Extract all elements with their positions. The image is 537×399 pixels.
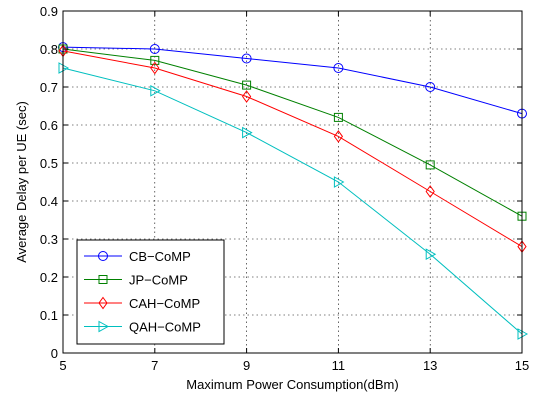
data-point [425, 82, 436, 92]
series-layer [58, 42, 529, 340]
data-point [425, 160, 435, 170]
x-tick-label: 11 [332, 358, 346, 373]
series-1 [58, 42, 527, 119]
data-point [241, 90, 252, 103]
legend-label: CAH−CoMP [129, 296, 200, 311]
series-line [62, 67, 523, 335]
y-tick-label: 0.7 [40, 80, 58, 95]
axis-ticks: 5 7 9 11 13 15 0 0.1 0.2 0.3 0.4 0.5 0.6 0.7 0.8 0.9 [40, 4, 529, 373]
y-tick-label: 0.4 [40, 194, 58, 209]
legend-item: JP−CoMP [84, 273, 188, 288]
series-line [62, 46, 523, 115]
legend-label: QAH−CoMP [129, 320, 201, 335]
data-point [150, 55, 160, 65]
legend-marker [98, 275, 108, 284]
data-point [242, 126, 253, 139]
legend-label: JP−CoMP [129, 273, 188, 288]
legend-item: QAH−CoMP [84, 320, 201, 335]
data-point [150, 84, 161, 97]
data-point [333, 112, 343, 122]
series-line [62, 50, 523, 248]
legend-item: CAH−CoMP [84, 296, 200, 311]
y-tick-label: 0.2 [40, 270, 58, 285]
legend-item: CB−CoMP [84, 249, 191, 264]
series-line [62, 48, 523, 217]
data-point [241, 53, 252, 64]
y-tick-label: 0.1 [40, 308, 58, 323]
series-3 [58, 44, 527, 253]
data-point [333, 176, 345, 188]
data-point [333, 63, 344, 73]
data-point [150, 61, 160, 75]
y-tick-label: 0.5 [40, 156, 58, 171]
x-tick-label: 13 [423, 358, 437, 373]
y-tick-label: 0.8 [40, 42, 58, 57]
x-tick-label: 7 [151, 358, 158, 373]
x-tick-label: 15 [515, 358, 529, 373]
plot-frame [62, 10, 523, 354]
y-tick-label: 0 [51, 346, 58, 361]
data-point [242, 80, 252, 90]
y-tick-label: 0.6 [40, 118, 58, 133]
legend-marker [98, 251, 108, 261]
data-point [149, 44, 160, 54]
legend: CB−CoMP JP−CoMP CAH−CoMP QAH−CoMP [76, 239, 225, 345]
legend-label: CB−CoMP [129, 249, 191, 264]
x-axis-label: Maximum Power Consumption(dBm) [186, 377, 398, 392]
data-point [425, 248, 437, 261]
x-tick-label: 5 [59, 358, 66, 373]
y-tick-label: 0.9 [40, 4, 58, 19]
y-axis-label: Average Delay per UE (sec) [14, 101, 29, 263]
data-point [333, 130, 344, 143]
x-tick-label: 9 [243, 358, 250, 373]
data-point [425, 185, 435, 198]
legend-marker [98, 296, 108, 310]
legend-marker [98, 320, 110, 333]
y-tick-label: 0.3 [40, 232, 58, 247]
